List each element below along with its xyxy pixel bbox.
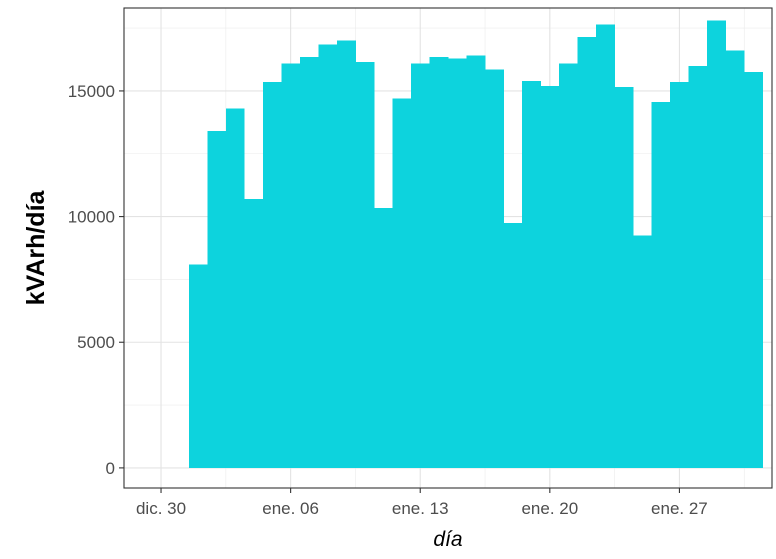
- bar-series: [188, 20, 764, 468]
- y-axis-label: kVArh/día: [22, 189, 50, 305]
- bar: [485, 69, 504, 468]
- bar: [318, 44, 338, 468]
- bar: [410, 63, 430, 468]
- bar: [559, 63, 578, 468]
- bar: [392, 98, 412, 468]
- bar: [188, 264, 208, 468]
- bar: [707, 20, 727, 468]
- y-tick-label: 0: [106, 459, 115, 478]
- bar: [688, 65, 708, 468]
- bar: [670, 82, 690, 468]
- x-tick-label: ene. 06: [262, 499, 319, 518]
- x-tick-label: ene. 27: [651, 499, 708, 518]
- x-tick-label: ene. 13: [392, 499, 449, 518]
- bar: [522, 80, 541, 468]
- bar: [614, 87, 634, 468]
- bar: [299, 57, 319, 468]
- bar: [503, 222, 523, 468]
- x-axis-label: día: [433, 528, 462, 551]
- y-tick-label: 15000: [68, 82, 115, 101]
- axes: 0 5000 10000 15000 dic. 30 ene. 06 ene. 13 ene.…: [68, 82, 708, 518]
- y-tick-label: 10000: [68, 208, 115, 227]
- bar: [336, 40, 356, 468]
- bar: [262, 82, 282, 468]
- x-tick-label: ene. 20: [521, 499, 578, 518]
- bar: [577, 36, 597, 468]
- y-tick-label: 5000: [77, 333, 115, 352]
- bar: [744, 72, 764, 468]
- bar: [207, 131, 227, 468]
- bar: [633, 235, 653, 468]
- bar: [540, 85, 560, 468]
- bar: [466, 55, 486, 468]
- plot-border: [123, 7, 773, 489]
- bar: [373, 207, 393, 468]
- bar: [281, 63, 301, 468]
- bar: [244, 198, 264, 468]
- bar: [725, 50, 745, 468]
- bar: [448, 58, 467, 468]
- bar: [429, 57, 449, 468]
- bar: [651, 102, 671, 468]
- bar: [225, 108, 245, 468]
- bar: [596, 24, 616, 468]
- bar: [355, 62, 375, 468]
- x-tick-label: dic. 30: [136, 499, 186, 518]
